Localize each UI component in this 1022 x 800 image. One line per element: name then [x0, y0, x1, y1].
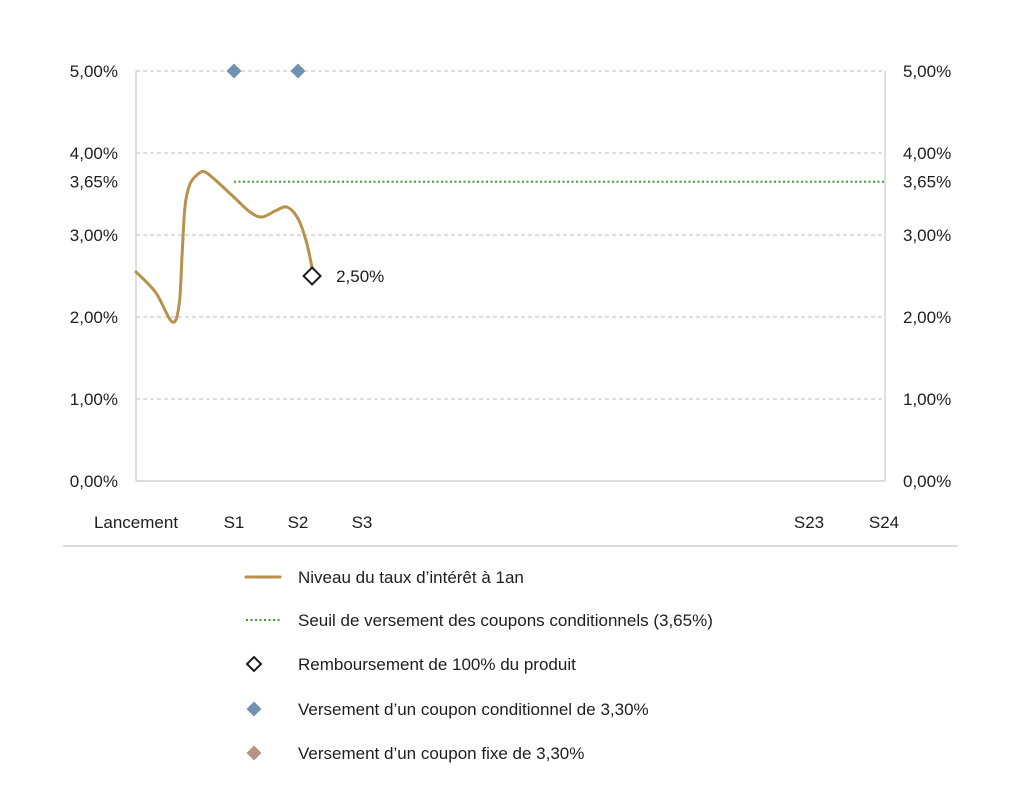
x-tick-label: Lancement — [94, 513, 178, 532]
y-tick-label-left: 0,00% — [70, 472, 118, 491]
y-tick-label-left: 4,00% — [70, 144, 118, 163]
plot-area: 5,00% 5,00% 4,00% 4,00% 3,65% 3,65% 3,00% 3,00%… — [70, 62, 951, 532]
y-tick-label-right: 1,00% — [903, 390, 951, 409]
y-tick-label-left: 1,00% — [70, 390, 118, 409]
y-tick-label-left: 5,00% — [70, 62, 118, 81]
legend-label-interest-rate: Niveau du taux d’intérêt à 1an — [298, 568, 524, 587]
y-tick-label-right: 0,00% — [903, 472, 951, 491]
legend-item-interest-rate: Niveau du taux d’intérêt à 1an — [244, 568, 524, 587]
y-tick-label-left: 3,65% — [70, 173, 118, 192]
legend-item-fixed-coupon: Versement d’un coupon fixe de 3,30% — [246, 744, 584, 763]
legend-item-coupon-threshold: Seuil de versement des coupons condition… — [246, 611, 713, 630]
legend-swatch-redemption-diamond — [245, 655, 263, 673]
conditional-coupon-marker — [226, 63, 242, 79]
legend-label-fixed-coupon: Versement d’un coupon fixe de 3,30% — [298, 744, 584, 763]
x-tick-labels: Lancement S1 S2 S3 S23 S24 — [94, 513, 899, 532]
y-tick-label-right: 5,00% — [903, 62, 951, 81]
legend-item-redemption: Remboursement de 100% du produit — [245, 655, 576, 674]
y-tick-label-right: 3,65% — [903, 173, 951, 192]
y-tick-label-right: 4,00% — [903, 144, 951, 163]
conditional-coupon-marker — [290, 63, 306, 79]
legend-label-coupon-threshold: Seuil de versement des coupons condition… — [298, 611, 713, 630]
y-tick-label-left: 3,00% — [70, 226, 118, 245]
redemption-marker-label: 2,50% — [336, 267, 384, 286]
legend-label-conditional-coupon: Versement d’un coupon conditionnel de 3,… — [298, 700, 649, 719]
x-tick-label: S1 — [224, 513, 245, 532]
x-tick-label: S2 — [288, 513, 309, 532]
legend-swatch-conditional-coupon-diamond — [246, 701, 262, 717]
y-tick-label-right: 2,00% — [903, 308, 951, 327]
y-tick-label-right: 3,00% — [903, 226, 951, 245]
redemption-marker — [302, 266, 322, 286]
legend-item-conditional-coupon: Versement d’un coupon conditionnel de 3,… — [246, 700, 649, 719]
x-tick-label: S23 — [794, 513, 824, 532]
gridlines — [136, 70, 885, 400]
x-tick-label: S3 — [352, 513, 373, 532]
y-tick-label-left: 2,00% — [70, 308, 118, 327]
legend-swatch-fixed-coupon-diamond — [246, 745, 262, 761]
interest-rate-line — [134, 170, 314, 324]
legend-label-redemption: Remboursement de 100% du produit — [298, 655, 576, 674]
y-tick-labels: 5,00% 5,00% 4,00% 4,00% 3,65% 3,65% 3,00% 3,00%… — [70, 62, 951, 491]
legend: Niveau du taux d’intérêt à 1an Seuil de … — [244, 568, 713, 763]
x-tick-label: S24 — [869, 513, 899, 532]
